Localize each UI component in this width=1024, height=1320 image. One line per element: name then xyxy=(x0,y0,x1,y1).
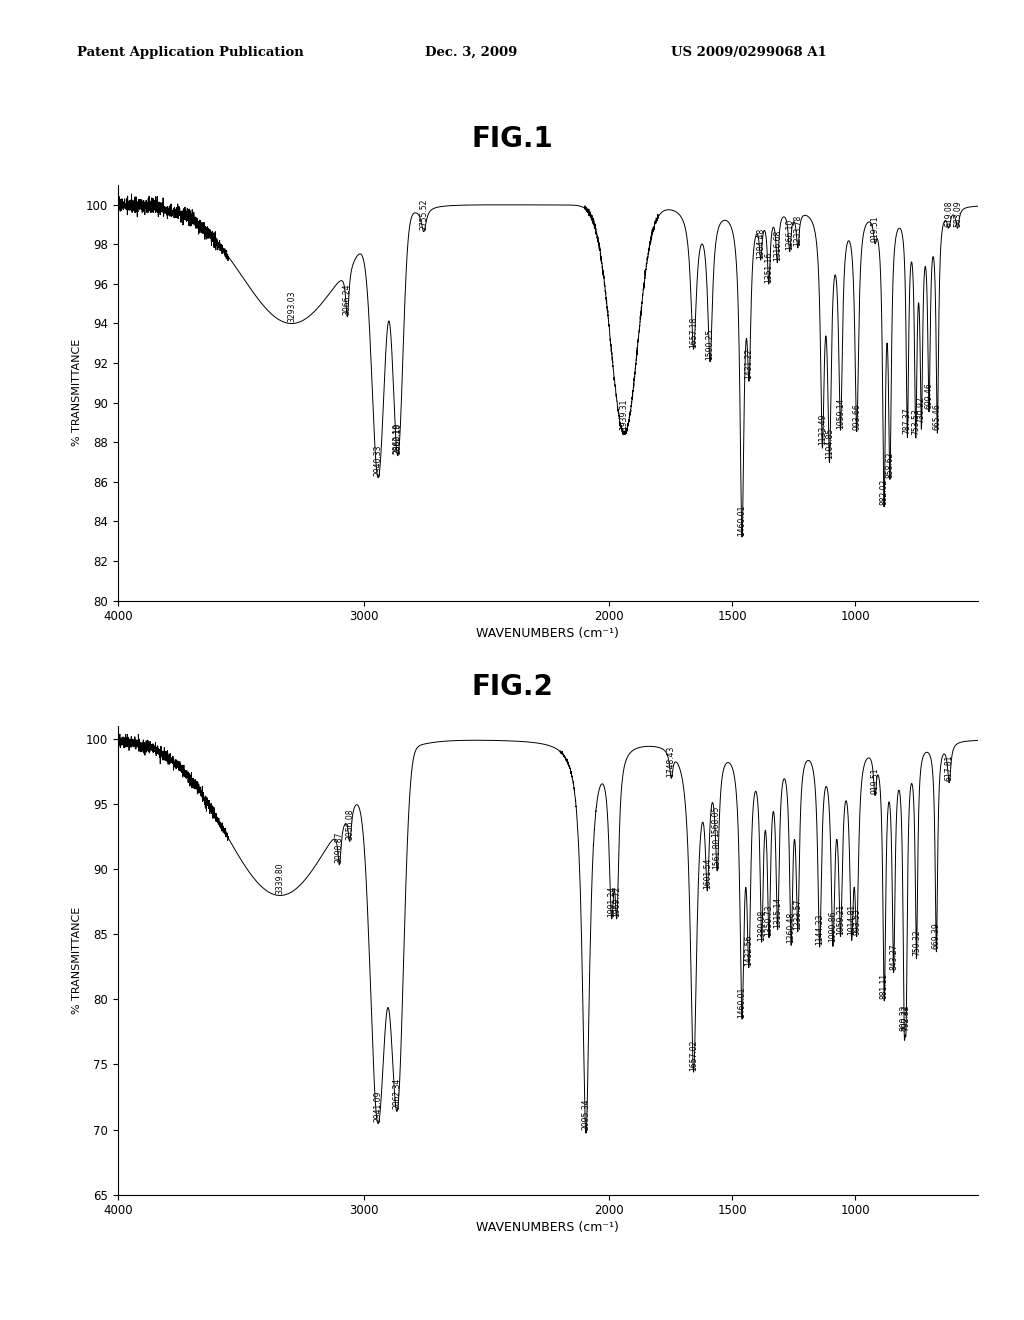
Text: 993.53: 993.53 xyxy=(852,908,861,935)
Text: 1266.10: 1266.10 xyxy=(785,219,795,251)
Text: 1432.56: 1432.56 xyxy=(744,935,754,966)
Text: 993.66: 993.66 xyxy=(852,403,861,429)
Text: Patent Application Publication: Patent Application Publication xyxy=(77,46,303,59)
Text: 665.46: 665.46 xyxy=(933,404,942,430)
Text: FIG.1: FIG.1 xyxy=(471,125,553,153)
Text: 1561.80: 1561.80 xyxy=(713,837,722,869)
Text: 753.53: 753.53 xyxy=(911,408,921,434)
Text: 1315.14: 1315.14 xyxy=(773,898,782,928)
X-axis label: WAVENUMBERS (cm⁻¹): WAVENUMBERS (cm⁻¹) xyxy=(476,627,620,640)
Text: 1350.73: 1350.73 xyxy=(764,904,773,936)
Text: 1059.14: 1059.14 xyxy=(836,397,845,429)
Text: 3066.24: 3066.24 xyxy=(343,284,351,315)
Text: 787.37: 787.37 xyxy=(903,408,911,434)
Text: 1233.78: 1233.78 xyxy=(793,215,802,246)
Text: 3339.80: 3339.80 xyxy=(275,862,285,894)
Text: 1748.43: 1748.43 xyxy=(667,746,676,776)
Text: 1991.24: 1991.24 xyxy=(607,886,615,917)
Text: 1460.01: 1460.01 xyxy=(737,504,746,536)
Text: 1568.05: 1568.05 xyxy=(711,805,720,837)
Text: 1316.68: 1316.68 xyxy=(773,230,781,261)
Text: 1144.33: 1144.33 xyxy=(815,913,824,945)
Text: 1384.48: 1384.48 xyxy=(756,227,765,259)
Text: 2862.19: 2862.19 xyxy=(393,422,401,454)
Text: 2860.10: 2860.10 xyxy=(393,422,402,454)
Text: 1133.49: 1133.49 xyxy=(818,414,826,445)
Text: 2940.33: 2940.33 xyxy=(374,445,383,477)
Text: 750.32: 750.32 xyxy=(912,929,921,956)
Text: 882.02: 882.02 xyxy=(880,479,889,506)
Text: Dec. 3, 2009: Dec. 3, 2009 xyxy=(425,46,517,59)
Text: 583.09: 583.09 xyxy=(953,201,962,227)
Text: 2862.34: 2862.34 xyxy=(393,1078,401,1109)
Text: 2941.09: 2941.09 xyxy=(374,1090,383,1122)
Text: 2755.52: 2755.52 xyxy=(419,199,428,230)
Text: 3293.03: 3293.03 xyxy=(287,290,296,322)
Text: 1601.54: 1601.54 xyxy=(702,858,712,890)
Text: 800.22: 800.22 xyxy=(900,1005,908,1031)
Text: 2095.34: 2095.34 xyxy=(582,1098,591,1130)
Y-axis label: % TRANSMITTANCE: % TRANSMITTANCE xyxy=(72,339,82,446)
Text: 1104.85: 1104.85 xyxy=(824,428,834,459)
Text: 730.92: 730.92 xyxy=(916,396,926,424)
Text: 619.08: 619.08 xyxy=(944,201,953,227)
Text: 1657.18: 1657.18 xyxy=(689,317,698,348)
Text: 1380.08: 1380.08 xyxy=(757,909,766,941)
Text: 1090.86: 1090.86 xyxy=(828,911,838,942)
Text: 858.62: 858.62 xyxy=(886,451,894,478)
Text: 1233.57: 1233.57 xyxy=(794,899,802,931)
Text: US 2009/0299068 A1: US 2009/0299068 A1 xyxy=(671,46,826,59)
Text: 3056.08: 3056.08 xyxy=(345,808,354,840)
Text: 919.51: 919.51 xyxy=(870,215,880,242)
Text: 699.46: 699.46 xyxy=(925,383,934,409)
Text: 1657.02: 1657.02 xyxy=(689,1039,698,1071)
Text: 1939.31: 1939.31 xyxy=(620,399,629,430)
Text: 792.32: 792.32 xyxy=(901,1005,910,1031)
Text: 617.81: 617.81 xyxy=(944,755,953,781)
Text: 1351.16: 1351.16 xyxy=(764,252,773,282)
Text: FIG.2: FIG.2 xyxy=(471,673,553,701)
Text: 919.51: 919.51 xyxy=(870,767,880,793)
Text: 669.39: 669.39 xyxy=(932,923,941,949)
Text: 881.11: 881.11 xyxy=(880,973,889,999)
Text: 1260.48: 1260.48 xyxy=(786,912,796,942)
Y-axis label: % TRANSMITTANCE: % TRANSMITTANCE xyxy=(72,907,82,1014)
Text: 1059.21: 1059.21 xyxy=(836,904,845,936)
Text: 1431.22: 1431.22 xyxy=(744,348,754,379)
Text: 3098.87: 3098.87 xyxy=(335,832,344,863)
Text: 1969.72: 1969.72 xyxy=(612,886,622,917)
Text: 1590.25: 1590.25 xyxy=(706,329,715,360)
Text: 1014.81: 1014.81 xyxy=(847,904,856,935)
Text: 1460.01: 1460.01 xyxy=(737,986,746,1018)
X-axis label: WAVENUMBERS (cm⁻¹): WAVENUMBERS (cm⁻¹) xyxy=(476,1221,620,1234)
Text: 843.27: 843.27 xyxy=(889,944,898,970)
